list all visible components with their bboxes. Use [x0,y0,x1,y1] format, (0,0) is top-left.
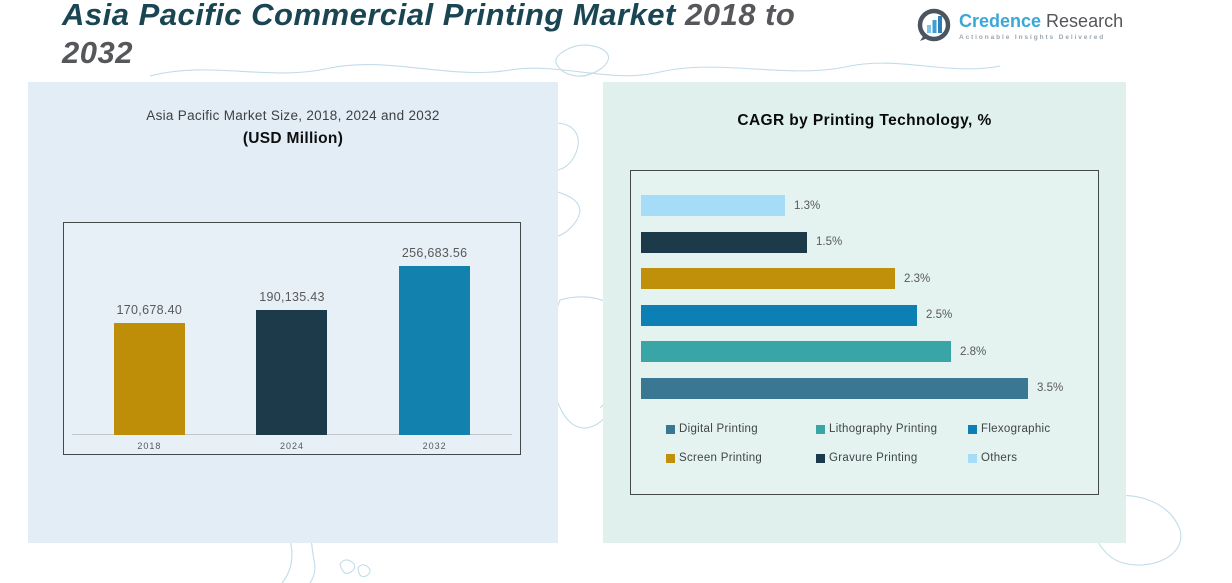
page-title-main: Asia Pacific Commercial Printing Market [62,0,676,32]
legend-label: Screen Printing [679,452,763,464]
legend-swatch-icon [666,453,675,463]
bar-row-lithography-printing: 2.8% [641,341,1088,362]
page-title: Asia Pacific Commercial Printing Market … [62,0,922,72]
column-series: 170,678.40 2018 190,135.43 2024 256,683.56 20… [64,223,520,454]
legend-label: Flexographic [981,423,1051,435]
legend-item-gravure-printing: Gravure Printing [816,452,968,464]
legend-swatch-icon [968,424,977,434]
market-size-chart-title: Asia Pacific Market Size, 2018, 2024 and… [28,108,558,148]
cagr-chart-title: CAGR by Printing Technology, % [737,112,992,129]
bar-others [641,195,785,216]
market-size-panel: Asia Pacific Market Size, 2018, 2024 and… [28,82,558,543]
column-value-label: 190,135.43 [259,290,325,304]
bar-value-label: 3.5% [1037,382,1064,394]
bar-row-screen-printing: 2.3% [641,268,1088,289]
x-axis-tick-label: 2032 [422,441,447,451]
column-group-2018: 170,678.40 2018 [113,303,185,451]
logo-text: Credence Research [959,11,1124,31]
column-value-label: 256,683.56 [401,246,468,260]
bar-series: 1.3% 1.5% 2.3% 2.5% 2.8% 3.5% [641,195,1088,414]
legend-label: Others [981,452,1018,464]
bar-value-label: 2.3% [904,272,931,285]
bar-lithography-printing [641,341,951,362]
bar-row-digital-printing: 3.5% [641,377,1088,399]
column-group-2032: 256,683.56 2032 [399,246,471,451]
market-size-title-line1: Asia Pacific Market Size, 2018, 2024 and… [146,108,440,123]
bar-value-label: 2.8% [960,345,987,358]
legend-label: Gravure Printing [829,452,918,464]
bar-value-label: 1.3% [794,199,821,212]
bar-screen-printing [641,268,895,289]
legend-item-digital-printing: Digital Printing [666,423,816,435]
legend-swatch-icon [666,424,675,434]
bar-row-gravure-printing: 1.5% [641,231,1088,253]
logo-wordmark: Credence Research Actionable Insights De… [959,8,1123,41]
bar-row-flexographic: 2.5% [641,304,1088,326]
legend-label: Digital Printing [679,423,758,435]
bar-digital-printing [641,377,1028,399]
bar-flexographic [641,304,917,326]
page-title-years-line1: 2018 to [675,0,796,32]
chart-legend: Digital Printing Lithography Printing Flex… [666,423,1050,464]
logo-tagline: Actionable Insights Delivered [959,34,1106,41]
market-size-title-line2: (USD Million) [242,130,344,147]
x-axis-tick-label: 2024 [279,441,304,451]
legend-swatch-icon [968,453,977,463]
column-2024 [256,310,328,435]
bar-value-label: 1.5% [816,236,843,248]
column-2018 [113,323,185,435]
bar-gravure-printing [641,231,807,253]
x-axis-tick-label: 2018 [137,441,162,451]
legend-item-flexographic: Flexographic [968,423,1050,435]
legend-item-others: Others [968,452,1050,464]
market-size-chart: 170,678.40 2018 190,135.43 2024 256,683.56 20… [63,222,521,455]
column-group-2024: 190,135.43 2024 [256,290,328,451]
column-2032 [399,266,471,435]
credence-research-logo: Credence Research Actionable Insights De… [916,8,1123,44]
legend-item-screen-printing: Screen Printing [666,452,816,464]
bar-row-others: 1.3% [641,195,1088,216]
legend-label: Lithography Printing [829,423,938,435]
cagr-chart: 1.3% 1.5% 2.3% 2.5% 2.8% 3.5% Digital Printin… [630,170,1099,495]
legend-item-lithography-printing: Lithography Printing [816,423,968,435]
bar-value-label: 2.5% [926,309,953,321]
bar-chart-logo-icon [917,8,951,42]
column-value-label: 170,678.40 [116,303,183,317]
cagr-panel: CAGR by Printing Technology, % 1.3% 1.5% 2… [603,82,1126,543]
legend-swatch-icon [816,424,825,434]
legend-swatch-icon [816,453,825,463]
page-title-years-line2: 2032 [62,34,133,70]
